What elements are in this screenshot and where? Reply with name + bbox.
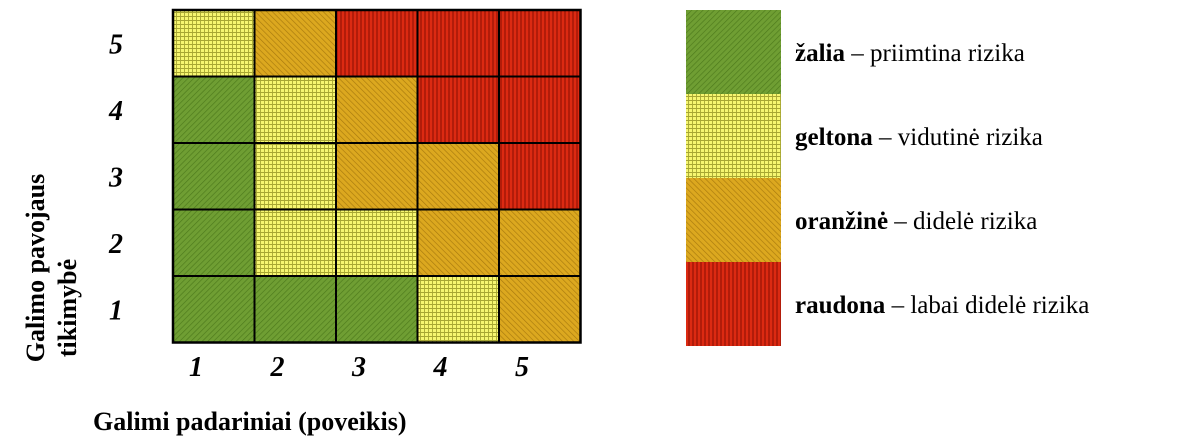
x-tick-label-1: 1 (189, 352, 203, 383)
risk-cell-l5-i2 (253, 9, 337, 78)
x-axis-title: Galimi padariniai (poveikis) (93, 407, 407, 436)
legend-label-orange: oranžinė – didelė rizika (795, 208, 1037, 235)
risk-cell-l3-i1 (172, 142, 256, 211)
risk-cell-l2-i5 (498, 208, 582, 277)
risk-cell-l5-i4 (416, 9, 500, 78)
y-axis-ticks: 1 2 3 4 5 (108, 29, 123, 326)
risk-cell-l1-i3 (335, 275, 419, 344)
risk-cell-l1-i1 (172, 275, 256, 344)
risk-cell-l5-i5 (498, 9, 582, 78)
y-tick-label-5: 5 (109, 29, 123, 60)
legend-swatch-yellow (686, 94, 781, 178)
risk-cell-l1-i5 (498, 275, 582, 344)
risk-cell-l3-i2 (253, 142, 337, 211)
x-tick-label-2: 2 (270, 352, 285, 383)
y-axis-title-line-1: Galimo pavojaus (21, 174, 50, 363)
y-tick-label-4: 4 (108, 96, 123, 127)
risk-cell-l5-i3 (335, 9, 419, 78)
y-tick-label-3: 3 (108, 162, 123, 193)
risk-cell-l4-i1 (172, 75, 256, 144)
legend-swatch-red (686, 262, 781, 346)
x-tick-label-3: 3 (351, 352, 366, 383)
legend-label-red: raudona – labai didelė rizika (795, 292, 1089, 319)
risk-cell-l2-i2 (253, 208, 337, 277)
x-axis-ticks: 1 2 3 4 5 (189, 352, 529, 383)
risk-cell-l4-i4 (416, 75, 500, 144)
legend-label-yellow: geltona – vidutinė rizika (795, 124, 1043, 151)
legend-swatch-green (686, 10, 781, 94)
y-tick-label-2: 2 (108, 229, 123, 260)
risk-cell-l2-i3 (335, 208, 419, 277)
risk-cell-l4-i2 (253, 75, 337, 144)
y-axis-title-line-2: tikimybė (53, 259, 82, 357)
risk-cell-l4-i5 (498, 75, 582, 144)
grid-border (171, 8, 582, 344)
risk-cell-l3-i5 (498, 142, 582, 211)
y-tick-label-1: 1 (109, 295, 123, 326)
legend: žalia – priimtina rizika geltona – viduti… (686, 10, 1089, 346)
x-tick-label-4: 4 (433, 352, 448, 383)
risk-cell-l3-i4 (416, 142, 500, 211)
risk-matrix-grid (171, 8, 582, 344)
x-tick-label-5: 5 (515, 352, 529, 383)
legend-swatch-orange (686, 178, 781, 262)
risk-cell-l3-i3 (335, 142, 419, 211)
risk-cell-l1-i4 (416, 275, 500, 344)
risk-cell-l4-i3 (335, 75, 419, 144)
risk-cell-l2-i1 (172, 208, 256, 277)
risk-cell-l1-i2 (253, 275, 337, 344)
risk-cell-l5-i1 (172, 9, 256, 78)
legend-label-green: žalia – priimtina rizika (795, 40, 1025, 67)
risk-cell-l2-i4 (416, 208, 500, 277)
